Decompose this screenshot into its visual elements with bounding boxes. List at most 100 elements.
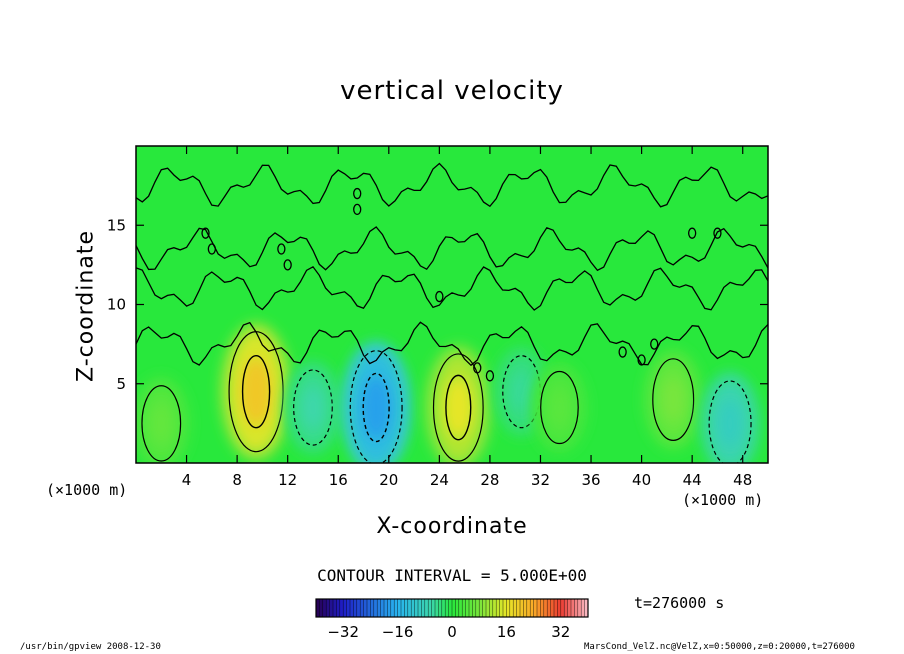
colorbar-segment bbox=[509, 599, 514, 617]
colorbar-segment bbox=[472, 599, 477, 617]
colorbar-segment bbox=[445, 599, 449, 617]
contour-interval-label: CONTOUR INTERVAL = 5.000E+00 bbox=[317, 566, 587, 585]
velocity-cell-core bbox=[718, 400, 742, 447]
contour-line bbox=[349, 350, 403, 463]
y-tick-label: 10 bbox=[107, 296, 126, 314]
colorbar-segment bbox=[431, 599, 436, 617]
contour-line bbox=[362, 372, 390, 443]
colorbar-segment bbox=[367, 599, 371, 617]
contour-line bbox=[650, 338, 659, 350]
contour-line bbox=[201, 227, 210, 239]
colorbar-tick-label: 32 bbox=[551, 623, 570, 641]
x-tick-label: 16 bbox=[329, 471, 348, 489]
x-tick-label: 44 bbox=[683, 471, 702, 489]
colorbar-segment bbox=[520, 599, 524, 617]
contour-line bbox=[637, 354, 646, 366]
contour-line bbox=[708, 380, 752, 463]
colorbar-segment bbox=[418, 599, 422, 617]
colorbar-segment bbox=[411, 599, 415, 617]
contour-line bbox=[688, 227, 697, 239]
colorbar-segment bbox=[537, 599, 541, 617]
velocity-field bbox=[136, 321, 762, 463]
x-tick-label: 8 bbox=[232, 471, 242, 489]
colorbar-segment bbox=[316, 599, 320, 617]
colorbar-segment bbox=[469, 599, 473, 617]
contour-line bbox=[432, 353, 484, 462]
colorbar-segment bbox=[319, 599, 324, 617]
colorbar-tick-label: −16 bbox=[382, 623, 414, 641]
colorbar-segment bbox=[523, 599, 528, 617]
colorbar-segment bbox=[492, 599, 497, 617]
colorbar-segment bbox=[503, 599, 507, 617]
velocity-cell-core bbox=[302, 386, 324, 429]
colorbar-frame bbox=[315, 598, 589, 618]
colorbar-tick-label: 16 bbox=[497, 623, 516, 641]
colorbar-segment bbox=[441, 599, 446, 617]
colorbar-segment bbox=[333, 599, 337, 617]
contour-line bbox=[136, 265, 768, 311]
contour-line bbox=[652, 358, 695, 442]
colorbar-segment bbox=[475, 599, 480, 617]
colorbar-segment bbox=[554, 599, 558, 617]
colorbar-segment bbox=[360, 599, 364, 617]
colorbar-segment bbox=[479, 599, 483, 617]
colorbar-segment bbox=[452, 599, 456, 617]
colorbar-segment bbox=[550, 599, 555, 617]
colorbar-segment bbox=[384, 599, 388, 617]
colorbar-segment bbox=[574, 599, 579, 617]
contour-line bbox=[618, 346, 627, 358]
colorbar-segment bbox=[462, 599, 466, 617]
contour-line bbox=[540, 370, 579, 445]
x-unit-label-right: (×1000 m) bbox=[682, 491, 764, 509]
colorbar-segment bbox=[404, 599, 409, 617]
velocity-cell-core bbox=[241, 358, 271, 425]
contour-line bbox=[277, 243, 286, 255]
velocity-cell-core bbox=[444, 378, 472, 438]
colorbar-segment bbox=[499, 599, 504, 617]
colorbar-segment bbox=[377, 599, 381, 617]
colorbar-segment bbox=[584, 599, 589, 617]
contour-line bbox=[485, 370, 495, 382]
y-tick-label: 15 bbox=[107, 216, 126, 234]
contour-line bbox=[293, 369, 333, 446]
colorbar-segment bbox=[547, 599, 551, 617]
colorbar-segment bbox=[581, 599, 585, 617]
colorbar-segment bbox=[329, 599, 334, 617]
colorbar-segment bbox=[448, 599, 453, 617]
colorbar-segment bbox=[455, 599, 460, 617]
colorbar-segment bbox=[564, 599, 568, 617]
colorbar-segment bbox=[428, 599, 432, 617]
colorbar-segment bbox=[387, 599, 392, 617]
contour-line bbox=[207, 243, 216, 255]
colorbar-segment bbox=[540, 599, 545, 617]
colorbar-segment bbox=[438, 599, 443, 617]
colorbar-segment bbox=[390, 599, 395, 617]
x-tick-label: 40 bbox=[632, 471, 651, 489]
colorbar-segment bbox=[370, 599, 375, 617]
colorbar-segment bbox=[496, 599, 500, 617]
colorbar-segment bbox=[530, 599, 534, 617]
colorbar-tick-label: −32 bbox=[327, 623, 359, 641]
colorbar-segment bbox=[435, 599, 439, 617]
colorbar-segment bbox=[543, 599, 548, 617]
colorbar-segment bbox=[465, 599, 470, 617]
colorbar-segment bbox=[401, 599, 405, 617]
x-tick-label: 12 bbox=[278, 471, 297, 489]
colorbar-segment bbox=[516, 599, 521, 617]
colorbar-segment bbox=[373, 599, 378, 617]
velocity-cell-core bbox=[549, 387, 570, 428]
contour-line bbox=[445, 374, 472, 441]
colorbar-segment bbox=[557, 599, 562, 617]
zero-contours bbox=[136, 162, 768, 382]
contour-line bbox=[473, 362, 482, 374]
y-tick-label: 5 bbox=[116, 375, 126, 393]
colorbar-segment bbox=[407, 599, 412, 617]
x-unit-label-left: (×1000 m) bbox=[46, 481, 128, 499]
colorbar-segment bbox=[343, 599, 347, 617]
velocity-cell-core bbox=[661, 377, 685, 423]
colorbar-segment bbox=[533, 599, 538, 617]
colorbar-segment bbox=[506, 599, 511, 617]
colorbar-segment bbox=[322, 599, 327, 617]
contour-line bbox=[136, 226, 768, 272]
contour-line bbox=[435, 290, 444, 303]
